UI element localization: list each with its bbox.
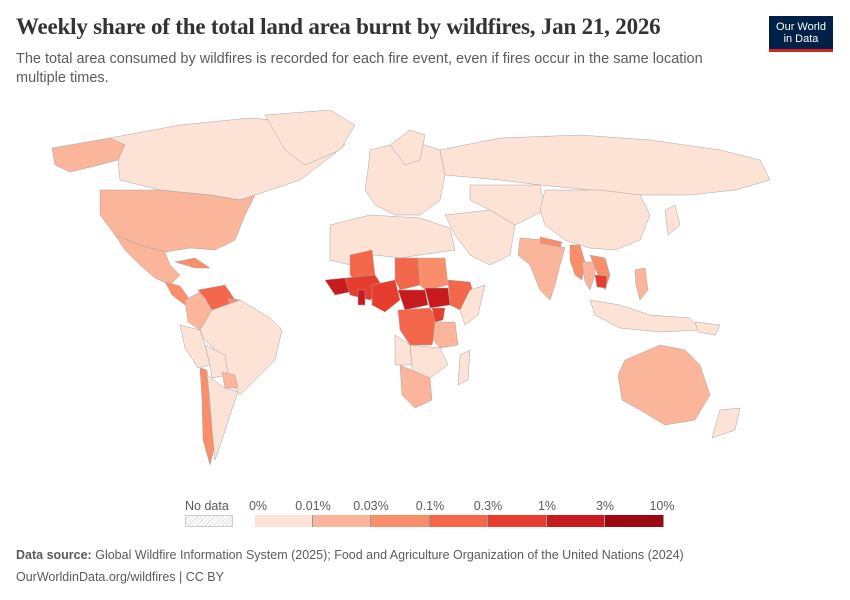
region-indonesia[interactable] <box>589 299 701 333</box>
legend-tick-7: 10% <box>649 499 675 513</box>
legend-bin-0[interactable] <box>255 515 313 527</box>
region-bolivia[interactable] <box>204 344 229 379</box>
region-thailand[interactable] <box>581 261 596 291</box>
region-brazil[interactable] <box>199 299 283 396</box>
region-cambodia[interactable] <box>594 274 608 289</box>
legend-tick-6: 3% <box>595 499 615 513</box>
data-source-label: Data source: <box>16 548 92 562</box>
owid-logo[interactable]: Our World in Data <box>769 16 833 52</box>
region-scandinavia[interactable] <box>389 129 426 166</box>
chart-subtitle: The total area consumed by wildfires is … <box>16 51 703 86</box>
legend-bin-3[interactable] <box>430 515 488 527</box>
legend-bin-5[interactable] <box>547 515 605 527</box>
region-central-asia[interactable] <box>469 184 546 226</box>
legend-tick-4: 0.3% <box>473 499 503 513</box>
region-north-africa[interactable] <box>329 214 456 266</box>
chart-title: Weekly share of the total land area burn… <box>16 14 661 39</box>
region-somalia[interactable] <box>459 284 486 326</box>
world-map[interactable] <box>0 110 850 490</box>
legend-bin-1[interactable] <box>313 515 371 527</box>
region-india[interactable] <box>517 237 566 301</box>
legend-bin-2[interactable] <box>371 515 430 527</box>
logo-line-2: in Data <box>783 32 819 45</box>
region-japan[interactable] <box>664 204 681 236</box>
region-car[interactable] <box>397 289 429 311</box>
region-png[interactable] <box>694 321 721 336</box>
region-australia[interactable] <box>617 344 711 426</box>
region-mexico[interactable] <box>114 234 181 286</box>
region-china[interactable] <box>539 189 651 251</box>
region-cuba[interactable] <box>174 257 211 269</box>
no-data-label: No data <box>185 499 229 513</box>
logo-line-1: Our World <box>776 20 826 33</box>
legend-bin-6[interactable] <box>605 515 664 527</box>
no-data-swatch[interactable] <box>185 515 233 527</box>
region-russia[interactable] <box>439 134 771 196</box>
legend-tick-1: 0.01% <box>295 499 331 513</box>
region-nigeria[interactable] <box>371 279 401 313</box>
region-europe[interactable] <box>364 139 446 216</box>
region-uganda[interactable] <box>431 307 446 323</box>
data-source-text: Global Wildfire Information System (2025… <box>95 548 684 562</box>
region-argentina[interactable] <box>206 374 239 461</box>
color-legend: No data 0% 0.01% 0.03% 0.1% 0.3% 1% 3% 1… <box>180 497 680 537</box>
legend-tick-0: 0% <box>248 499 268 513</box>
region-nepal[interactable] <box>539 236 563 248</box>
region-philippines[interactable] <box>634 267 649 301</box>
legend-tick-2: 0.03% <box>353 499 389 513</box>
legend-bin-4[interactable] <box>488 515 547 527</box>
data-source: Data source: Global Wildfire Information… <box>16 548 684 562</box>
legend-tick-5: 1% <box>537 499 557 513</box>
region-greenland[interactable] <box>264 110 356 166</box>
region-myanmar[interactable] <box>569 244 586 281</box>
region-drc[interactable] <box>397 307 439 346</box>
region-sudan[interactable] <box>417 257 449 291</box>
legend-tick-3: 0.1% <box>415 499 445 513</box>
region-madagascar[interactable] <box>457 349 471 386</box>
region-new-zealand[interactable] <box>711 407 741 439</box>
region-south-africa[interactable] <box>399 364 433 409</box>
region-tanzania[interactable] <box>432 321 459 349</box>
region-ghana[interactable] <box>357 289 366 306</box>
source-url[interactable]: OurWorldinData.org/wildfires | CC BY <box>16 570 224 584</box>
region-paraguay[interactable] <box>221 371 239 389</box>
region-alaska[interactable] <box>51 137 126 173</box>
region-south-sudan[interactable] <box>424 287 451 309</box>
region-chad[interactable] <box>394 257 421 291</box>
